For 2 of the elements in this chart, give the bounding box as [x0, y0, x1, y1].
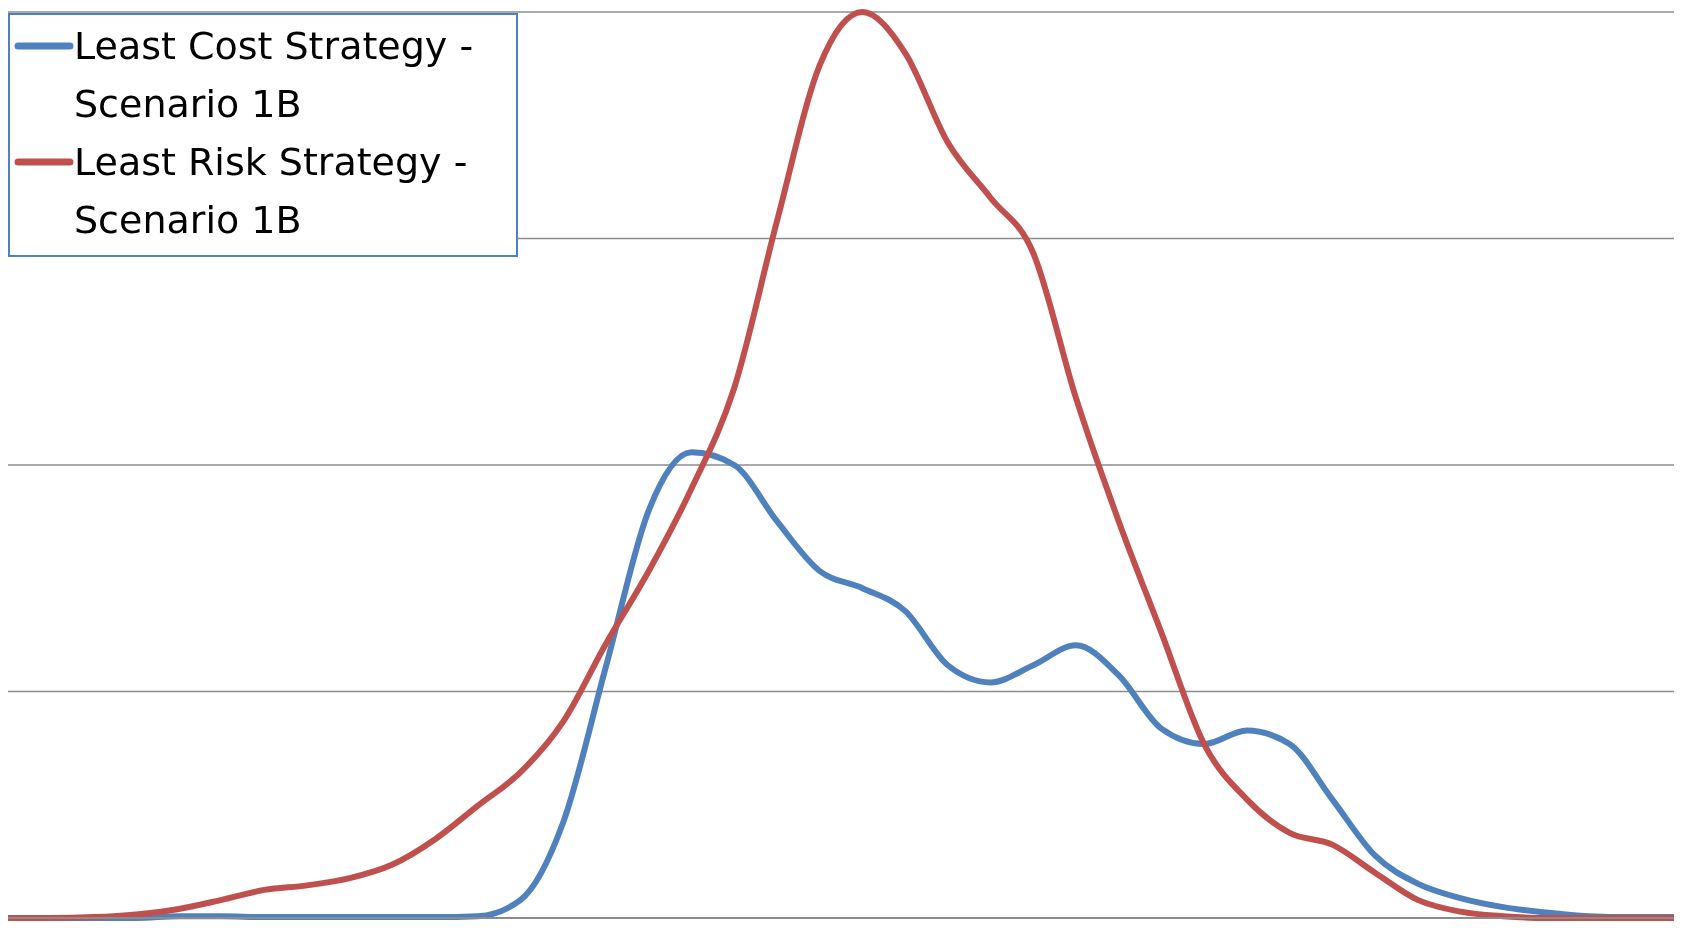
legend-label: Least Cost Strategy - Scenario 1B [74, 23, 475, 128]
legend-label: Least Risk Strategy - Scenario 1B [74, 139, 469, 244]
